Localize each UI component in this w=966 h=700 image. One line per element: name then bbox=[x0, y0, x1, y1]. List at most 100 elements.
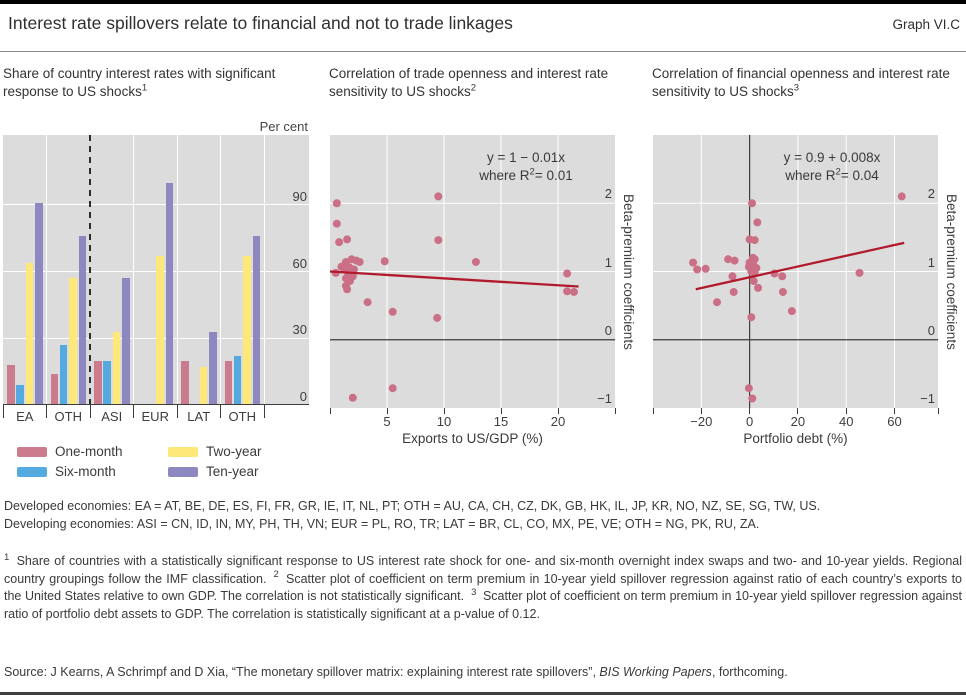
six-month-label: Six-month bbox=[55, 464, 116, 479]
financial-yaxis-title: Beta-premium coefficients bbox=[944, 193, 959, 350]
scatter-xtick bbox=[894, 408, 896, 414]
bar-axis-tick bbox=[263, 405, 265, 418]
bar-two-year-oth bbox=[243, 256, 251, 405]
bar-axis-tick bbox=[176, 405, 178, 418]
financial-panel-title: Correlation of financial openness and in… bbox=[652, 65, 964, 100]
bar-axis-tick bbox=[220, 405, 221, 418]
scatter-point bbox=[563, 287, 572, 296]
scatter-point bbox=[693, 265, 702, 274]
scatter-point bbox=[855, 268, 864, 277]
scatter-point bbox=[332, 219, 341, 228]
bar-gridline bbox=[3, 204, 309, 206]
scatter-xtick bbox=[386, 408, 388, 414]
bar-two-year-ea bbox=[25, 262, 34, 405]
scatter-point bbox=[355, 257, 364, 266]
scatter-point bbox=[713, 298, 722, 307]
source-suffix: , forthcoming. bbox=[711, 665, 788, 679]
scatter-point bbox=[380, 257, 389, 266]
scatter-point bbox=[563, 269, 572, 278]
scatter-xtick-label: 10 bbox=[436, 414, 452, 429]
bar-six-month-oth bbox=[59, 344, 68, 405]
footnote-text-2: Scatter plot of coefficient on term prem… bbox=[4, 571, 962, 604]
bar-category-label: ASI bbox=[101, 409, 123, 424]
bar-two-year-oth bbox=[69, 278, 77, 405]
bar-ten-year-oth bbox=[252, 236, 260, 405]
scatter-xtick-label: 60 bbox=[887, 414, 902, 429]
scatter-xtick-label: 5 bbox=[383, 414, 391, 429]
scatter-ytick-label: −1 bbox=[597, 391, 612, 406]
financial-r2-post: = 0.04 bbox=[840, 167, 879, 183]
bar-ytick-label: 0 bbox=[299, 389, 307, 404]
bar-gridline-vertical bbox=[133, 135, 134, 405]
scatter-xtick bbox=[797, 408, 799, 414]
scatter-xtick bbox=[700, 408, 702, 414]
scatter-xtick bbox=[557, 408, 559, 414]
bar-six-month-oth bbox=[233, 356, 242, 405]
source-line: Source: J Kearns, A Schrimpf and D Xia, … bbox=[4, 664, 964, 682]
bar-category-label: EUR bbox=[141, 409, 169, 424]
scatter-xtick bbox=[845, 408, 847, 414]
scatter-xtick-label: 20 bbox=[790, 414, 806, 429]
page-title: Interest rate spillovers relate to finan… bbox=[8, 13, 513, 33]
scatter-point bbox=[689, 258, 698, 267]
scatter-ytick-label: 0 bbox=[604, 322, 612, 338]
scatter-xtick-label: 0 bbox=[745, 414, 754, 429]
scatter-point bbox=[748, 199, 757, 208]
scatter-ytick-label: 1 bbox=[927, 254, 935, 270]
bar-one-month-oth bbox=[224, 360, 233, 405]
bar-panel-title: Share of country interest rates with sig… bbox=[3, 65, 308, 100]
trade-xaxis-title: Exports to US/GDP (%) bbox=[402, 431, 543, 446]
financial-panel-title-text: Correlation of financial openness and in… bbox=[652, 66, 950, 99]
ten-year-label: Ten-year bbox=[206, 464, 259, 479]
scatter-point bbox=[335, 238, 344, 247]
scatter-point bbox=[388, 307, 397, 316]
scatter-point bbox=[730, 256, 739, 265]
regression-trend-line bbox=[695, 241, 905, 291]
developed-country-list: Developed economies: EA = AT, BE, DE, ES… bbox=[4, 499, 821, 513]
scatter-xtick bbox=[500, 408, 502, 414]
one-month-swatch bbox=[17, 447, 47, 457]
scatter-point bbox=[471, 257, 480, 266]
scatter-point bbox=[897, 192, 906, 201]
scatter-point bbox=[433, 313, 442, 322]
two-year-swatch bbox=[168, 447, 198, 457]
financial-r2-pre: where R bbox=[785, 167, 836, 183]
trade-regression-annotation: y = 1 − 0.01x where R2= 0.01 bbox=[420, 149, 632, 184]
bar-axis-tick bbox=[89, 405, 91, 418]
source-text: Source: J Kearns, A Schrimpf and D Xia, … bbox=[4, 665, 600, 679]
bar-category-label: LAT bbox=[187, 409, 211, 424]
scatter-point bbox=[569, 287, 578, 296]
bar-six-month-ea bbox=[16, 384, 24, 405]
bar-gridline-vertical bbox=[46, 135, 47, 405]
scatter-point bbox=[749, 277, 758, 286]
scatter-xtick bbox=[749, 408, 751, 414]
trade-scatter-plot bbox=[330, 135, 615, 408]
scatter-point bbox=[343, 235, 352, 244]
bar-two-year-eur bbox=[156, 256, 164, 405]
developing-country-list: Developing economies: ASI = CN, ID, IN, … bbox=[4, 516, 760, 531]
scatter-axis-edge-tick bbox=[614, 408, 616, 414]
regression-trend-line bbox=[330, 270, 579, 288]
region-separator-dashed-line bbox=[89, 135, 91, 405]
scatter-xtick-label: 15 bbox=[493, 414, 509, 429]
trade-r2: where R2= 0.01 bbox=[420, 167, 632, 185]
scatter-point bbox=[434, 192, 443, 201]
scatter-point bbox=[332, 199, 341, 208]
scatter-point bbox=[754, 283, 763, 292]
bar-one-month-lat bbox=[181, 360, 189, 405]
scatter-point bbox=[724, 255, 733, 264]
bar-two-year-asi bbox=[112, 331, 121, 405]
numbered-footnotes: 1 Share of countries with a statisticall… bbox=[4, 553, 962, 623]
bar-panel-title-text: Share of country interest rates with sig… bbox=[3, 66, 276, 99]
source-publication: BIS Working Papers bbox=[599, 665, 712, 679]
scatter-point bbox=[343, 285, 352, 294]
scatter-point bbox=[728, 272, 737, 281]
trade-panel-title-text: Correlation of trade openness and intere… bbox=[329, 66, 609, 99]
scatter-point bbox=[778, 272, 787, 281]
scatter-point bbox=[701, 264, 710, 273]
bottom-rule bbox=[0, 692, 966, 695]
scatter-point bbox=[750, 268, 759, 277]
bar-zero-axis bbox=[3, 404, 309, 406]
scatter-point bbox=[349, 265, 358, 274]
